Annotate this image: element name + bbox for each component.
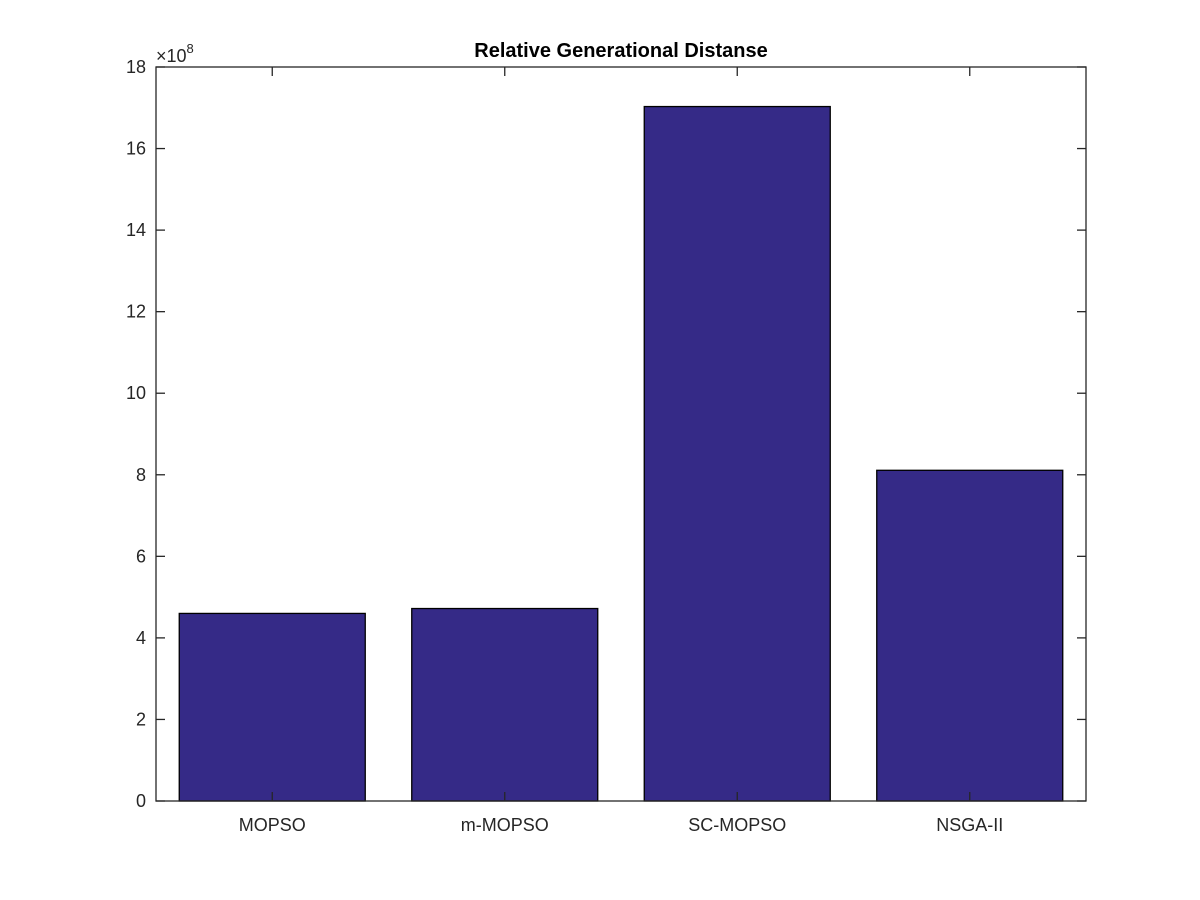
bars-group <box>178 105 1064 802</box>
y-tick-label: 6 <box>136 546 146 566</box>
plot-area-frame <box>155 66 1087 802</box>
x-tick-label: SC-MOPSO <box>688 815 786 835</box>
y-tick-label: 18 <box>126 57 146 77</box>
y-tick-label: 12 <box>126 302 146 322</box>
chart-title: Relative Generational Distanse <box>474 40 767 62</box>
y-tick-label: 8 <box>136 465 146 485</box>
x-tick-label: m-MOPSO <box>461 815 549 835</box>
y-tick-label: 2 <box>136 709 146 729</box>
ticks-group <box>156 66 1086 802</box>
y-tick-label: 0 <box>136 791 146 811</box>
y-tick-label: 14 <box>126 220 146 240</box>
bar-m-mopso <box>411 607 599 802</box>
y-axis-exponent-base: ×10 <box>156 46 187 66</box>
y-tick-label: 16 <box>126 139 146 159</box>
x-tick-label: MOPSO <box>239 815 306 835</box>
bar-sc-mopso <box>643 105 831 802</box>
bar-mopso <box>178 612 366 802</box>
y-tick-label: 10 <box>126 383 146 403</box>
tick-labels-group: MOPSO m-MOPSO SC-MOPSO NSGA-II 0 2 4 6 8 10 12 14 16… <box>126 57 1003 835</box>
x-tick-label: NSGA-II <box>936 815 1003 835</box>
y-axis-exponent: ×108 <box>156 41 194 66</box>
bar-nsga-ii <box>876 469 1064 802</box>
y-tick-label: 4 <box>136 628 146 648</box>
y-axis-exponent-power: 8 <box>187 41 194 56</box>
